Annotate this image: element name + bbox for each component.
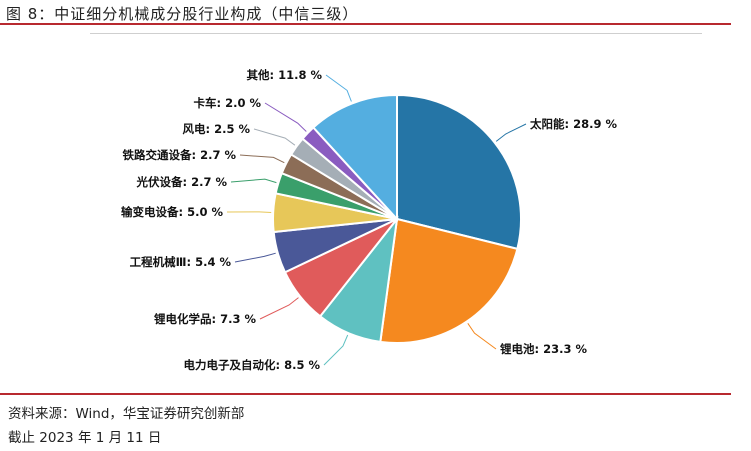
- slice-label-8: 铁路交通设备: 2.7 %: [123, 148, 237, 162]
- leader-line-1: [495, 123, 527, 142]
- slice-label-3: 电力电子及自动化: 8.5 %: [184, 358, 321, 372]
- date-note: 截止 2023 年 1 月 11 日: [8, 430, 162, 446]
- leader-line-5: [234, 252, 276, 263]
- slice-label-2: 锂电池: 23.3 %: [500, 342, 587, 356]
- slice-label-1: 太阳能: 28.9 %: [529, 117, 617, 131]
- leader-line-6: [226, 211, 272, 213]
- slice-label-6: 输变电设备: 5.0 %: [121, 205, 223, 219]
- slice-label-9: 风电: 2.5 %: [182, 122, 250, 136]
- source-note: 资料来源：Wind，华宝证券研究创新部: [8, 406, 245, 422]
- leader-line-4: [259, 297, 299, 320]
- slice-label-10: 卡车: 2.0 %: [193, 96, 261, 110]
- leader-line-11: [325, 74, 352, 102]
- slice-label-4: 锂电化学品: 7.3 %: [154, 312, 256, 326]
- slice-label-7: 光伏设备: 2.7 %: [135, 175, 227, 189]
- pie-slice-1: [396, 93, 522, 251]
- leader-line-10: [264, 102, 307, 132]
- pie-slice-2: [379, 217, 519, 344]
- leader-line-9: [253, 128, 296, 146]
- leader-line-2: [467, 323, 497, 350]
- figure-title: 图 8：中证细分机械成分股行业构成（中信三级）: [6, 5, 359, 23]
- leader-line-3: [323, 334, 349, 366]
- bottom-rule: [0, 393, 731, 395]
- leader-line-7: [230, 178, 277, 184]
- slice-label-11: 其他: 11.8 %: [246, 68, 322, 82]
- leader-line-8: [239, 154, 285, 164]
- pie-slice-11: [311, 93, 398, 222]
- inner-rule: [90, 33, 702, 34]
- top-rule: [0, 23, 731, 25]
- slice-label-5: 工程机械Ⅲ: 5.4 %: [130, 255, 232, 269]
